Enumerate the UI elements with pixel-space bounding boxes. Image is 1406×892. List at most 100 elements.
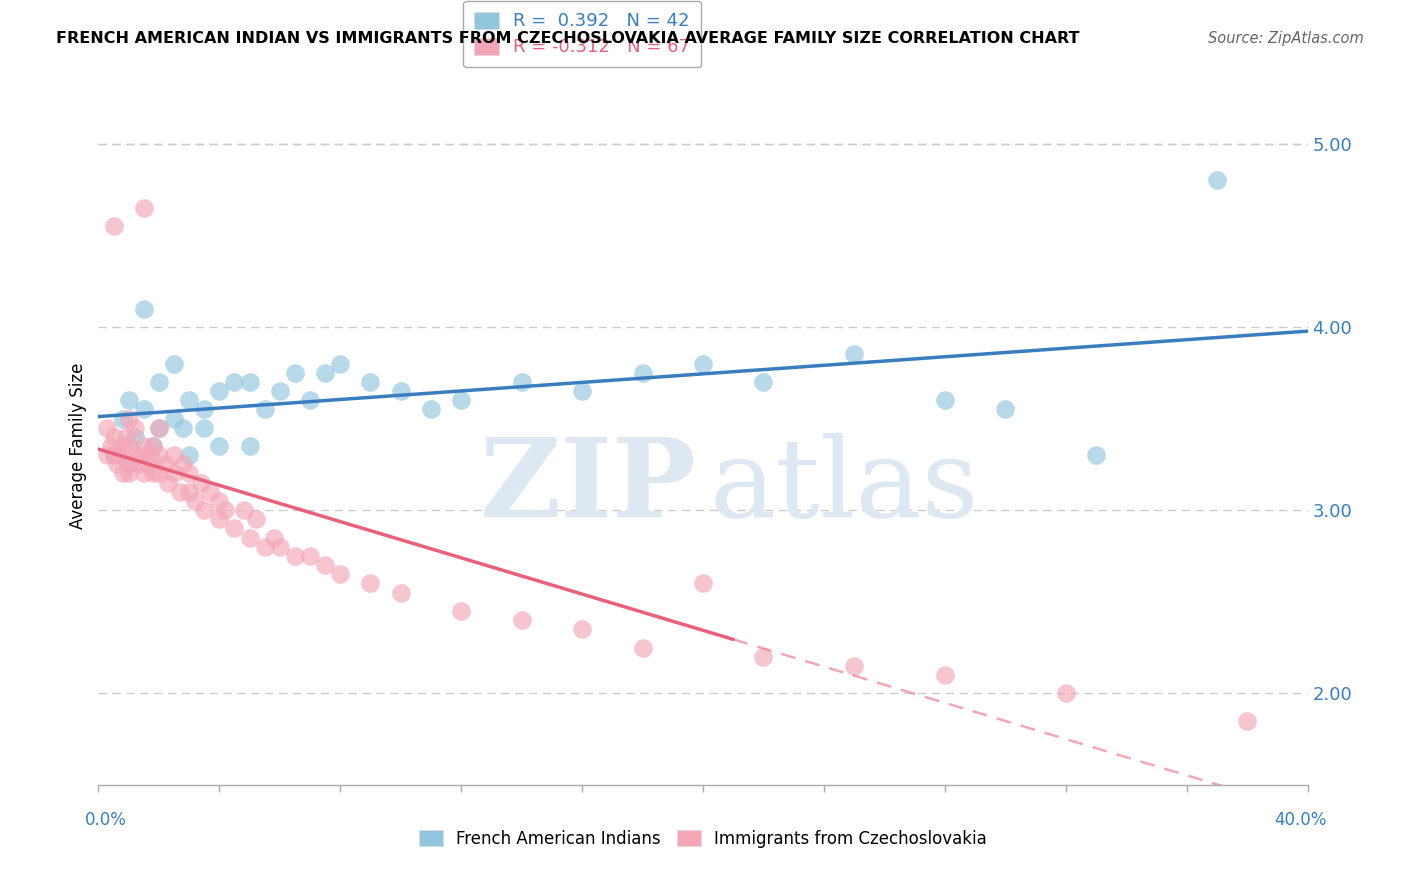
Point: [100, 439, 122, 453]
Text: atlas: atlas: [709, 434, 979, 541]
Point: [1085, 448, 1108, 462]
Point: [132, 402, 155, 417]
Point: [389, 384, 412, 398]
Point: [132, 439, 155, 453]
Point: [184, 494, 207, 508]
Point: [510, 375, 533, 389]
Point: [193, 420, 215, 434]
Point: [1054, 686, 1077, 700]
Text: 40.0%: 40.0%: [1274, 811, 1327, 829]
Point: [239, 531, 262, 545]
Point: [148, 467, 170, 481]
Point: [179, 484, 201, 499]
Point: [934, 668, 956, 682]
Point: [752, 649, 775, 664]
Point: [239, 375, 262, 389]
Point: [284, 366, 307, 380]
Point: [510, 613, 533, 627]
Point: [844, 347, 866, 361]
Point: [450, 393, 472, 408]
Point: [190, 475, 212, 490]
Text: Source: ZipAtlas.com: Source: ZipAtlas.com: [1208, 31, 1364, 46]
Point: [692, 576, 714, 591]
Point: [118, 439, 141, 453]
Point: [132, 467, 155, 481]
Point: [200, 484, 222, 499]
Point: [139, 448, 162, 462]
Point: [253, 402, 276, 417]
Point: [103, 430, 125, 444]
Point: [156, 475, 179, 490]
Point: [118, 411, 141, 425]
Point: [329, 357, 352, 371]
Point: [269, 540, 291, 554]
Text: 0.0%: 0.0%: [84, 811, 127, 829]
Point: [844, 658, 866, 673]
Point: [299, 549, 322, 563]
Point: [994, 402, 1017, 417]
Point: [127, 458, 149, 472]
Point: [1206, 173, 1229, 187]
Point: [1236, 714, 1258, 728]
Point: [132, 301, 155, 316]
Y-axis label: Average Family Size: Average Family Size: [69, 363, 87, 529]
Point: [179, 448, 201, 462]
Point: [263, 531, 285, 545]
Point: [172, 458, 194, 472]
Point: [96, 420, 118, 434]
Point: [193, 402, 215, 417]
Point: [118, 458, 141, 472]
Point: [118, 467, 141, 481]
Point: [118, 458, 141, 472]
Point: [208, 494, 231, 508]
Point: [103, 448, 125, 462]
Point: [135, 458, 157, 472]
Point: [108, 448, 131, 462]
Point: [172, 420, 194, 434]
Point: [129, 448, 152, 462]
Point: [163, 357, 186, 371]
Point: [163, 448, 186, 462]
Point: [163, 467, 186, 481]
Point: [111, 411, 134, 425]
Point: [224, 521, 246, 535]
Point: [179, 467, 201, 481]
Point: [124, 430, 146, 444]
Point: [103, 219, 125, 234]
Point: [169, 484, 191, 499]
Point: [224, 375, 246, 389]
Legend: French American Indians, Immigrants from Czechoslovakia: French American Indians, Immigrants from…: [412, 823, 994, 855]
Point: [193, 503, 215, 517]
Point: [239, 439, 262, 453]
Point: [692, 357, 714, 371]
Text: ZIP: ZIP: [481, 434, 697, 541]
Point: [132, 201, 155, 215]
Point: [105, 458, 128, 472]
Point: [124, 448, 146, 462]
Point: [631, 366, 654, 380]
Point: [245, 512, 267, 526]
Text: FRENCH AMERICAN INDIAN VS IMMIGRANTS FROM CZECHOSLOVAKIA AVERAGE FAMILY SIZE COR: FRENCH AMERICAN INDIAN VS IMMIGRANTS FRO…: [56, 31, 1080, 46]
Point: [208, 439, 231, 453]
Point: [179, 393, 201, 408]
Point: [420, 402, 443, 417]
Point: [118, 393, 141, 408]
Point: [389, 585, 412, 599]
Point: [153, 458, 176, 472]
Point: [934, 393, 956, 408]
Point: [571, 622, 593, 636]
Point: [111, 467, 134, 481]
Point: [314, 558, 336, 573]
Point: [284, 549, 307, 563]
Point: [148, 448, 170, 462]
Point: [752, 375, 775, 389]
Point: [450, 604, 472, 618]
Point: [253, 540, 276, 554]
Point: [208, 384, 231, 398]
Point: [329, 567, 352, 582]
Point: [232, 503, 254, 517]
Point: [163, 411, 186, 425]
Point: [142, 467, 165, 481]
Point: [299, 393, 322, 408]
Point: [360, 576, 382, 591]
